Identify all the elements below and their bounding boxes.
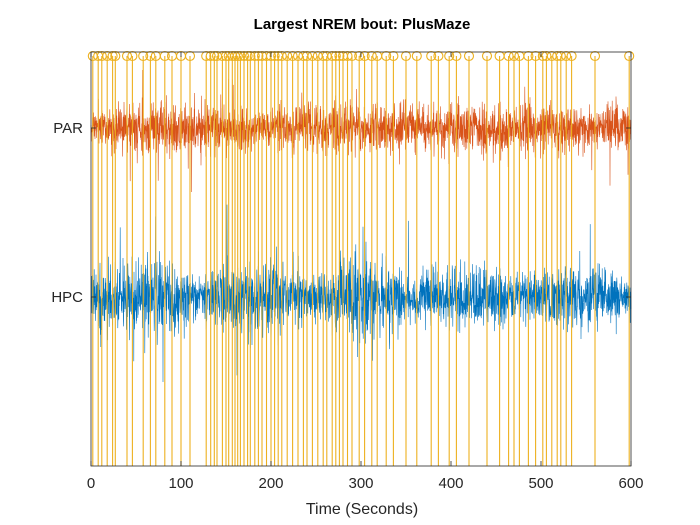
event-marker xyxy=(366,50,377,62)
chart-title: Largest NREM bout: PlusMaze xyxy=(254,16,471,33)
event-marker xyxy=(388,50,399,62)
y-tick-label: HPC xyxy=(51,289,83,306)
event-marker xyxy=(481,50,493,62)
event-marker xyxy=(346,50,358,62)
event-marker xyxy=(242,50,253,62)
event-marker xyxy=(327,50,338,62)
event-marker xyxy=(354,50,365,62)
event-marker xyxy=(433,50,444,62)
x-tick-label: 100 xyxy=(168,475,193,492)
x-tick-label: 400 xyxy=(438,475,463,492)
event-marker xyxy=(96,50,107,62)
event-marker xyxy=(107,50,118,62)
event-marker xyxy=(205,50,216,62)
axes: 0 100 200 300 400 500 600 HPC PAR xyxy=(51,51,644,492)
event-marker xyxy=(159,50,170,62)
event-marker xyxy=(184,50,196,62)
event-marker xyxy=(127,50,138,62)
event-marker xyxy=(624,50,635,62)
event-marker xyxy=(265,50,277,62)
event-marker xyxy=(561,50,572,62)
event-marker xyxy=(301,50,313,62)
event-marker xyxy=(589,50,601,62)
event-marker xyxy=(523,50,534,62)
event-marker xyxy=(145,50,156,62)
event-marker xyxy=(530,50,541,62)
event-marker xyxy=(359,50,370,62)
event-marker xyxy=(238,50,250,62)
event-marker xyxy=(232,50,243,62)
event-marker xyxy=(110,50,121,62)
event-marker xyxy=(503,50,514,62)
event-marker xyxy=(541,50,552,62)
event-marker xyxy=(451,50,462,62)
y-tick-label: PAR xyxy=(53,120,83,137)
event-marker xyxy=(555,50,566,62)
event-marker xyxy=(138,50,149,62)
event-marker xyxy=(121,50,133,62)
event-marker xyxy=(508,50,520,62)
event-marker xyxy=(276,50,287,62)
x-tick-label: 200 xyxy=(258,475,283,492)
plot-area xyxy=(87,50,635,466)
event-marker xyxy=(235,50,246,62)
event-marker xyxy=(330,50,341,62)
event-marker xyxy=(444,50,455,62)
x-tick-label: 600 xyxy=(618,475,643,492)
x-tick-label: 300 xyxy=(348,475,373,492)
event-marker xyxy=(426,50,437,62)
event-marker xyxy=(411,50,422,62)
event-marker xyxy=(566,50,577,62)
event-marker xyxy=(400,50,412,62)
x-tick-label: 500 xyxy=(528,475,553,492)
event-marker xyxy=(217,50,228,62)
x-axis-label: Time (Seconds) xyxy=(306,501,418,518)
event-marker xyxy=(282,50,293,62)
event-marker xyxy=(102,50,113,62)
event-marker xyxy=(253,50,264,62)
x-tick-label: 0 xyxy=(87,475,95,492)
event-marker xyxy=(287,50,298,62)
event-marker xyxy=(381,50,392,62)
event-marker xyxy=(227,50,238,62)
event-marker xyxy=(334,50,345,62)
event-marker xyxy=(269,50,280,62)
event-marker xyxy=(209,50,220,62)
event-marker xyxy=(249,50,260,62)
event-marker xyxy=(463,50,475,62)
event-marker xyxy=(307,50,318,62)
